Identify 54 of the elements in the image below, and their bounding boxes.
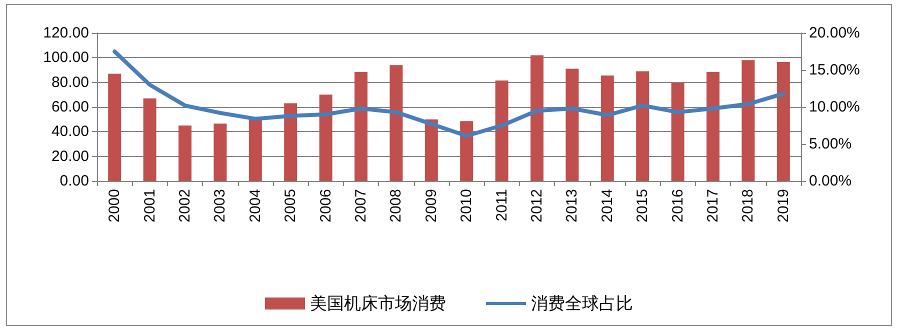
x-tick-label: 2012 <box>528 189 546 222</box>
y2-tick-label: 20.00% <box>809 24 860 42</box>
bar <box>530 55 544 181</box>
bar <box>776 62 790 181</box>
bar <box>495 80 508 181</box>
y-tick-label: 120.00 <box>43 24 89 42</box>
bar <box>284 103 298 181</box>
x-tick-label: 2018 <box>740 189 757 222</box>
bar <box>143 98 156 181</box>
bar <box>566 68 579 181</box>
legend-label: 美国机床市场消费 <box>310 294 446 313</box>
y-tick-label: 40.00 <box>51 123 89 140</box>
x-tick-label: 2000 <box>106 189 124 222</box>
bar <box>178 126 192 181</box>
bar <box>319 94 332 181</box>
x-tick-label: 2005 <box>282 189 300 222</box>
x-tick-label: 2007 <box>352 189 370 222</box>
x-tick-label: 2014 <box>598 189 616 222</box>
y2-tick-label: 10.00% <box>809 98 860 116</box>
bar <box>742 60 755 181</box>
x-tick-label: 2008 <box>388 189 405 222</box>
bar <box>214 124 227 181</box>
x-tick-label: 2010 <box>458 189 476 222</box>
x-tick-label: 2002 <box>176 189 194 222</box>
x-tick-label: 2006 <box>317 189 334 222</box>
x-tick-label: 2015 <box>634 189 652 222</box>
line-series <box>112 50 786 138</box>
x-tick-label: 2019 <box>774 189 792 222</box>
y2-tick-label: 5.00% <box>809 136 852 152</box>
bar <box>354 72 368 181</box>
y-tick-label: 60.00 <box>51 98 89 116</box>
y-tick-label: 20.00 <box>51 148 89 165</box>
x-tick-label: 2013 <box>564 189 581 222</box>
x-tick-label: 2003 <box>212 189 229 222</box>
bar <box>390 65 403 181</box>
x-tick-label: 2004 <box>246 189 264 222</box>
y-tick-label: 80.00 <box>51 74 89 91</box>
legend-label: 消费全球占比 <box>531 294 633 313</box>
bar <box>108 74 122 181</box>
y2-tick-label: 15.00% <box>809 62 860 78</box>
x-tick-label: 2009 <box>422 189 440 222</box>
y-tick-label: 100.00 <box>43 49 89 66</box>
bar <box>600 76 614 181</box>
bar <box>636 71 650 181</box>
x-tick-label: 2016 <box>669 189 686 222</box>
y2-tick-label: 0.00% <box>809 172 852 190</box>
y-tick-label: 0.00 <box>60 172 89 190</box>
bar <box>460 121 474 181</box>
x-tick-label: 2011 <box>493 189 510 222</box>
bar <box>424 119 438 181</box>
bar <box>671 82 684 181</box>
x-tick-label: 2001 <box>141 189 158 222</box>
x-tick-label: 2017 <box>704 189 722 222</box>
bar <box>706 72 720 181</box>
